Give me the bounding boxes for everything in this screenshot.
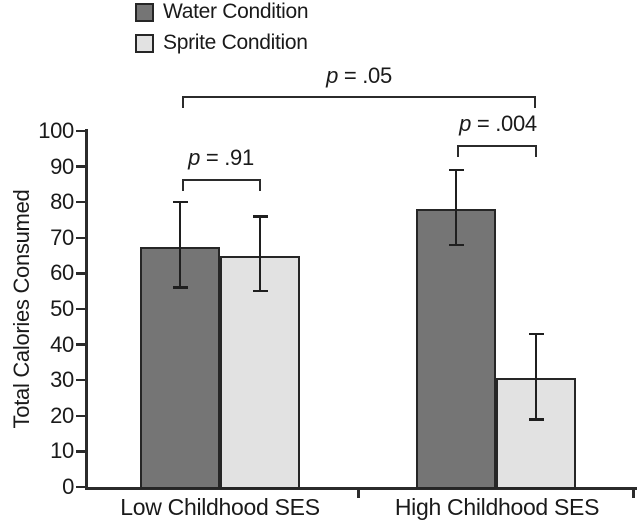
error-bar-high-childhood-ses-water-condition xyxy=(454,170,458,245)
error-bar-low-childhood-ses-sprite-condition xyxy=(258,216,262,292)
y-tick-label-30: 30 xyxy=(50,367,74,393)
y-tick-label-100: 100 xyxy=(38,118,74,143)
y-tick-70 xyxy=(76,236,85,240)
y-tick-20 xyxy=(76,414,85,418)
x-axis-end-tick xyxy=(632,490,635,498)
p-symbol: p xyxy=(459,111,472,136)
error-bar-high-childhood-ses-sprite-condition xyxy=(534,333,538,420)
legend-label-water: Water Condition xyxy=(163,0,309,23)
y-tick-100 xyxy=(76,129,85,133)
y-tick-30 xyxy=(76,378,85,382)
p-symbol: p xyxy=(188,145,201,170)
p-value-label-across-groups: p = .05 xyxy=(326,64,392,88)
y-tick-label-20: 20 xyxy=(50,402,74,428)
x-axis-mid-tick xyxy=(357,490,360,498)
y-tick-0 xyxy=(76,485,85,489)
legend: Water Condition Sprite Condition xyxy=(135,0,309,63)
legend-label-sprite: Sprite Condition xyxy=(163,31,308,54)
y-tick-label-90: 90 xyxy=(50,153,74,179)
p-value-label-high-pair: p = .004 xyxy=(459,112,537,136)
x-axis xyxy=(85,487,637,490)
significance-bracket-high-pair xyxy=(457,145,537,157)
y-tick-label-70: 70 xyxy=(50,224,74,250)
y-tick-label-80: 80 xyxy=(50,189,74,215)
y-tick-label-50: 50 xyxy=(50,296,74,321)
y-tick-label-10: 10 xyxy=(50,438,74,464)
y-axis xyxy=(85,129,88,490)
error-cap-top-high-childhood-ses-water-condition xyxy=(448,168,464,172)
y-tick-50 xyxy=(76,307,85,311)
significance-bracket-across-groups xyxy=(182,96,536,108)
y-tick-10 xyxy=(76,450,85,453)
y-tick-80 xyxy=(76,200,85,204)
y-tick-90 xyxy=(76,165,85,168)
p-symbol: p xyxy=(326,63,339,88)
error-cap-bottom-high-childhood-ses-water-condition xyxy=(448,243,464,247)
p-value-label-low-pair: p = .91 xyxy=(188,146,254,170)
p-value-text: = .05 xyxy=(338,63,392,88)
category-label-high-ses: High Childhood SES xyxy=(394,494,600,520)
error-bar-low-childhood-ses-water-condition xyxy=(178,202,182,288)
water-condition-swatch-icon xyxy=(135,2,154,22)
p-value-text: = .91 xyxy=(200,145,254,170)
p-value-text: = .004 xyxy=(471,111,537,136)
error-cap-bottom-low-childhood-ses-sprite-condition xyxy=(252,289,268,293)
y-tick-label-40: 40 xyxy=(50,331,74,357)
category-label-low-ses: Low Childhood SES xyxy=(120,494,320,520)
legend-item-sprite: Sprite Condition xyxy=(135,32,308,54)
significance-bracket-low-pair xyxy=(182,179,261,191)
y-tick-40 xyxy=(76,343,85,346)
y-tick-label-0: 0 xyxy=(62,474,74,499)
sprite-condition-swatch-icon xyxy=(135,33,154,53)
error-cap-bottom-low-childhood-ses-water-condition xyxy=(172,286,188,289)
y-tick-label-60: 60 xyxy=(50,260,74,286)
bar-low-childhood-ses-sprite-condition xyxy=(220,255,300,489)
y-tick-60 xyxy=(76,272,85,275)
error-cap-top-low-childhood-ses-water-condition xyxy=(172,200,188,204)
error-cap-bottom-high-childhood-ses-sprite-condition xyxy=(528,418,544,421)
error-cap-top-high-childhood-ses-sprite-condition xyxy=(528,332,544,336)
bar-high-childhood-ses-water-condition xyxy=(416,209,496,489)
error-cap-top-low-childhood-ses-sprite-condition xyxy=(252,215,268,218)
legend-item-water: Water Condition xyxy=(135,0,309,23)
